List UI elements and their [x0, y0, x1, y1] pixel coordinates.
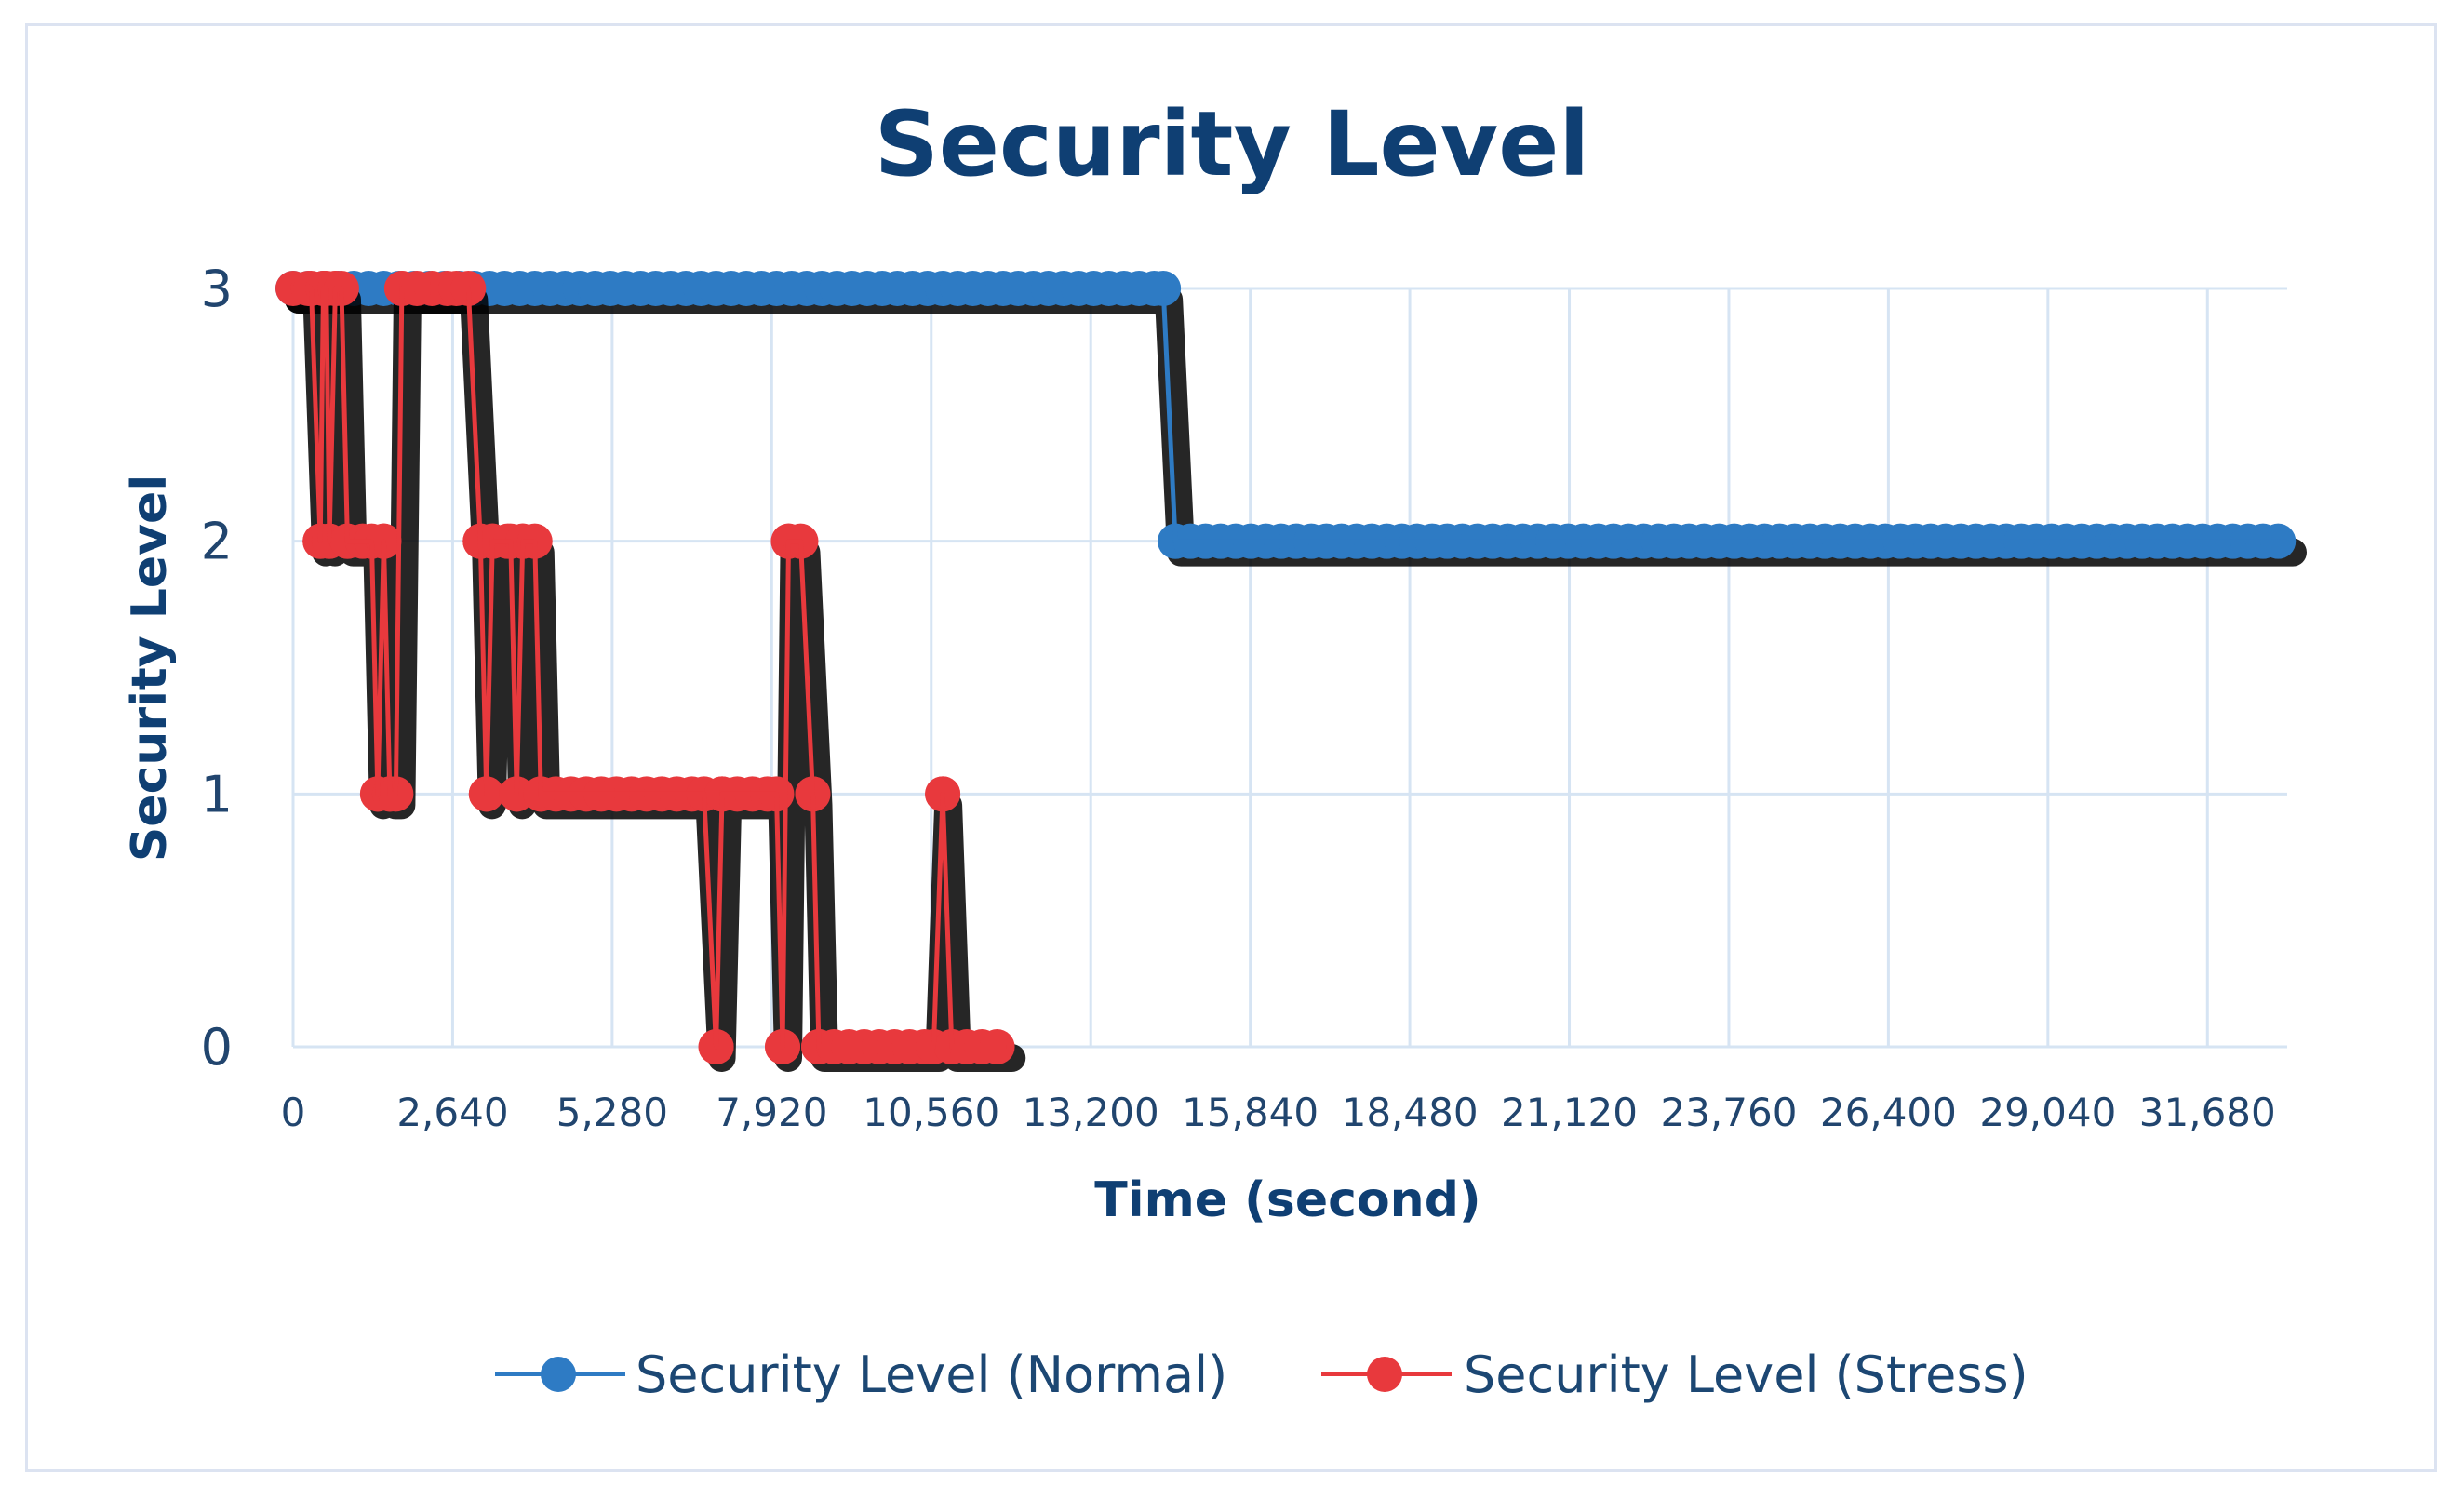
series-layer [275, 271, 2307, 1072]
x-tick-label: 23,760 [1660, 1090, 1797, 1135]
legend-label-normal: Security Level (Normal) [636, 1345, 1227, 1404]
series-normal-markers [275, 271, 2297, 559]
x-axis-ticks: 0 2,640 5,280 7,920 10,560 13,200 15,840 18,480… [281, 1090, 2276, 1135]
x-tick-label: 13,200 [1023, 1090, 1159, 1135]
series-normal-shadow [285, 286, 2307, 567]
series-stress-shadow [285, 286, 1026, 1072]
x-tick-label: 18,480 [1342, 1090, 1479, 1135]
x-tick-label: 21,120 [1501, 1090, 1638, 1135]
x-tick-label: 15,840 [1182, 1090, 1319, 1135]
x-tick-label: 7,920 [716, 1090, 827, 1135]
x-tick-label: 29,040 [1979, 1090, 2116, 1135]
x-tick-label: 5,280 [556, 1090, 668, 1135]
x-tick-label: 0 [281, 1090, 306, 1135]
y-tick-label: 1 [201, 765, 233, 823]
y-tick-label: 3 [201, 260, 233, 318]
series-stress [275, 271, 1026, 1072]
x-tick-label: 31,680 [2139, 1090, 2276, 1135]
legend-item-stress[interactable]: Security Level (Stress) [1321, 1345, 2029, 1404]
x-tick-label: 2,640 [396, 1090, 508, 1135]
gridlines [291, 287, 2287, 1049]
x-tick-label: 10,560 [863, 1090, 999, 1135]
series-stress-line [293, 286, 1007, 1050]
legend-swatch-stress-marker [1367, 1357, 1402, 1392]
chart-title: Security Level [875, 92, 1590, 196]
chart-frame [25, 23, 2437, 1472]
legend-swatch-normal-marker [541, 1357, 576, 1392]
y-axis-title: Security Level [122, 475, 178, 862]
legend: Security Level (Normal) Security Level (… [495, 1345, 2029, 1404]
y-axis-ticks: 0 1 2 3 [201, 260, 233, 1077]
legend-label-stress: Security Level (Stress) [1464, 1345, 2029, 1404]
x-axis-title: Time (second) [1094, 1172, 1480, 1228]
series-normal [275, 271, 2307, 567]
y-tick-label: 0 [201, 1018, 233, 1077]
x-tick-label: 26,400 [1820, 1090, 1957, 1135]
legend-item-normal[interactable]: Security Level (Normal) [495, 1345, 1227, 1404]
y-tick-label: 2 [201, 513, 233, 571]
series-normal-line [293, 286, 2287, 544]
